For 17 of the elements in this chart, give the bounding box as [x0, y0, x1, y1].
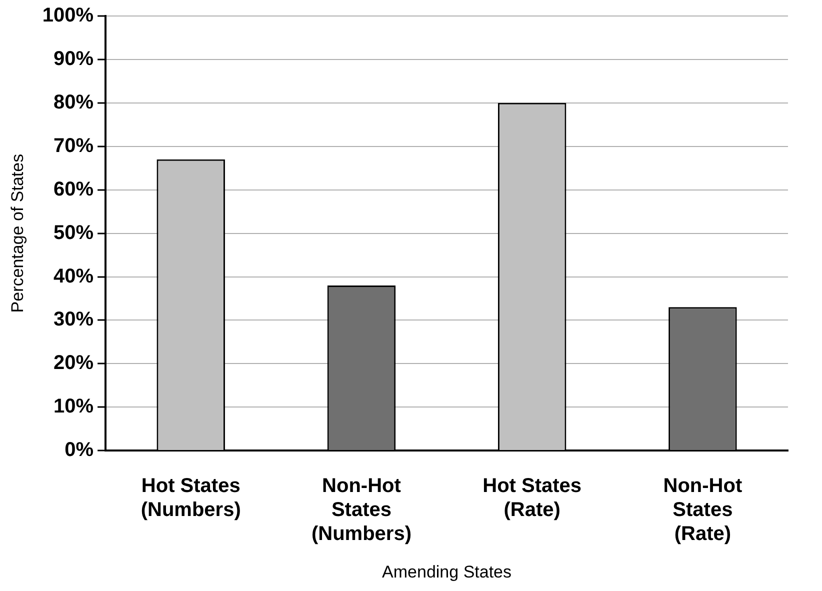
- y-tick-label: 30%: [54, 308, 94, 331]
- x-tick-label: Hot States (Numbers): [140, 475, 241, 522]
- x-tick-label: Hot States (Rate): [482, 475, 582, 522]
- y-tick-label: 70%: [54, 134, 94, 157]
- x-axis-title: Amending States: [382, 562, 512, 582]
- y-tick-label: 20%: [54, 352, 94, 374]
- y-axis-title: Percentage of States: [8, 154, 27, 313]
- y-tick-label: 60%: [54, 178, 94, 200]
- y-tick-label: 40%: [54, 265, 94, 288]
- x-tick-label: Non-Hot States (Numbers): [311, 475, 412, 546]
- y-tick-label: 90%: [54, 48, 94, 70]
- y-tick-label: 100%: [42, 4, 94, 27]
- y-tick-label: 10%: [54, 396, 94, 418]
- y-tick-label: 50%: [54, 222, 94, 244]
- y-tick-label: 0%: [64, 439, 94, 462]
- x-tick-label: Non-Hot States (Rate): [663, 475, 742, 546]
- y-tick-label: 80%: [54, 91, 94, 114]
